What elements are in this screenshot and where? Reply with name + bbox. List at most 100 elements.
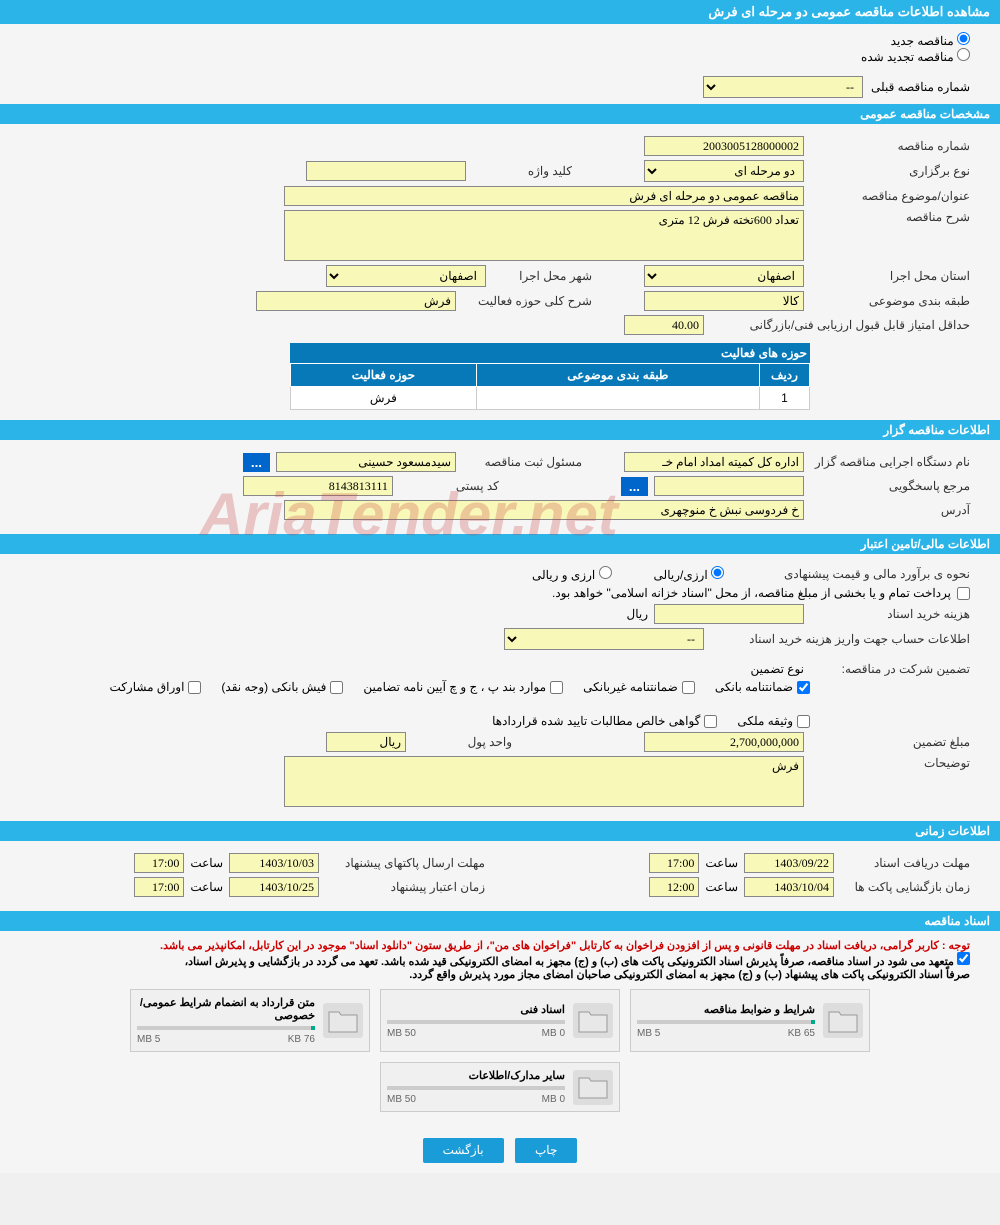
holding-type-select[interactable]: دو مرحله ای (644, 160, 804, 182)
col-row: ردیف (760, 364, 810, 387)
account-info-select[interactable]: -- (504, 628, 704, 650)
doc-note-1: متعهد می شود در اسناد مناقصه، صرفاً پذیر… (30, 952, 970, 968)
tender-number-label: شماره مناقصه (810, 139, 970, 153)
address-input[interactable] (284, 500, 804, 520)
submit-time-label: ساعت (190, 856, 223, 870)
radio-renewed-tender[interactable]: مناقصه تجدید شده (861, 50, 970, 64)
folder-icon (573, 1070, 613, 1105)
activity-scope-input[interactable] (256, 291, 456, 311)
radio-renewed-input[interactable] (957, 48, 970, 61)
doc-note-1-text: متعهد می شود در اسناد مناقصه، صرفاً پذیر… (185, 956, 954, 968)
validity-date[interactable] (229, 877, 319, 897)
radio-fx-label: ارزی/ریالی (654, 568, 708, 582)
commitment-checkbox[interactable] (957, 952, 970, 965)
guarantee-unit-input[interactable] (326, 732, 406, 752)
cell-row: 1 (760, 387, 810, 410)
response-ref-lookup-button[interactable]: ... (621, 477, 648, 496)
section-tenderer-header: اطلاعات مناقصه گزار (0, 420, 1000, 440)
postal-code-label: کد پستی (399, 479, 499, 493)
city-select[interactable]: اصفهان (326, 265, 486, 287)
guarantee-checkbox-1[interactable] (682, 681, 695, 694)
radio-new-input[interactable] (957, 32, 970, 45)
doc-box-2[interactable]: متن قرارداد به انضمام شرایط عمومی/خصوصی7… (130, 989, 370, 1052)
postal-code-input[interactable] (243, 476, 393, 496)
address-label: آدرس (810, 503, 970, 517)
radio-fx[interactable]: ارزی/ریالی (654, 566, 724, 582)
radio-rial-input[interactable] (599, 566, 612, 579)
response-ref-input[interactable] (654, 476, 804, 496)
subject-class-label: طبقه بندی موضوعی (810, 294, 970, 308)
table-row: 1 فرش (291, 387, 810, 410)
guarantee-option-5[interactable]: وثیقه ملکی (737, 714, 810, 728)
province-label: استان محل اجرا (810, 269, 970, 283)
section-timing-header: اطلاعات زمانی (0, 821, 1000, 841)
doc-note-2: صرفاً اسناد الکترونیکی پاکت های پیشنهاد … (30, 968, 970, 981)
footer-buttons: چاپ بازگشت (0, 1128, 1000, 1173)
doc-fee-unit: ریال (626, 607, 648, 621)
guarantee-options: ضمانتنامه بانکی ضمانتنامه غیربانکی موارد ب… (30, 680, 970, 728)
guarantee-label-6: گواهی خالص مطالبات تایید شده قراردادها (492, 714, 700, 728)
section-general-header: مشخصات مناقصه عمومی (0, 104, 1000, 124)
prev-tender-select[interactable]: -- (703, 76, 863, 98)
print-button[interactable]: چاپ (515, 1138, 577, 1163)
treasury-checkbox[interactable] (957, 587, 970, 600)
title-label: عنوان/موضوع مناقصه (810, 189, 970, 203)
validity-time[interactable] (134, 877, 184, 897)
receive-deadline-date[interactable] (744, 853, 834, 873)
guarantee-label-2: موارد بند پ ، ج و چ آیین نامه تضامین (363, 680, 546, 694)
receive-deadline-label: مهلت دریافت اسناد (840, 856, 970, 870)
guarantee-label-4: اوراق مشارکت (109, 680, 184, 694)
doc-box-3[interactable]: سایر مدارک/اطلاعات0 MB50 MB (380, 1062, 620, 1112)
doc-used: 65 KB (788, 1028, 815, 1039)
doc-total: 50 MB (387, 1028, 416, 1039)
radio-fx-input[interactable] (711, 566, 724, 579)
guarantee-option-3[interactable]: فیش بانکی (وجه نقد) (221, 680, 343, 694)
account-info-label: اطلاعات حساب جهت واریز هزینه خرید اسناد (710, 632, 970, 646)
doc-used: 0 MB (542, 1028, 565, 1039)
radio-rial[interactable]: ارزی و ریالی (532, 566, 612, 582)
guarantee-label-3: فیش بانکی (وجه نقد) (221, 680, 326, 694)
doc-note-red: توجه : کاربر گرامی، دریافت اسناد در مهلت… (30, 939, 970, 952)
registrar-lookup-button[interactable]: ... (243, 453, 270, 472)
doc-title: شرایط و ضوابط مناقصه (637, 1003, 815, 1016)
receive-deadline-time[interactable] (649, 853, 699, 873)
guarantee-option-4[interactable]: اوراق مشارکت (109, 680, 201, 694)
org-name-input[interactable] (624, 452, 804, 472)
subject-class-input[interactable] (644, 291, 804, 311)
registrar-input[interactable] (276, 452, 456, 472)
submit-deadline-time[interactable] (134, 853, 184, 873)
page-title: مشاهده اطلاعات مناقصه عمومی دو مرحله ای … (0, 0, 1000, 24)
guarantee-checkbox-3[interactable] (330, 681, 343, 694)
title-input[interactable] (284, 186, 804, 206)
guarantee-checkbox-5[interactable] (797, 715, 810, 728)
description-textarea[interactable] (284, 210, 804, 261)
keyword-input[interactable] (306, 161, 466, 181)
submit-deadline-date[interactable] (229, 853, 319, 873)
guarantee-checkbox-0[interactable] (797, 681, 810, 694)
doc-box-1[interactable]: اسناد فنی0 MB50 MB (380, 989, 620, 1052)
guarantee-option-1[interactable]: ضمانتنامه غیربانکی (583, 680, 695, 694)
guarantee-option-6[interactable]: گواهی خالص مطالبات تایید شده قراردادها (492, 714, 717, 728)
tender-number-input[interactable] (644, 136, 804, 156)
province-select[interactable]: اصفهان (644, 265, 804, 287)
guarantee-option-2[interactable]: موارد بند پ ، ج و چ آیین نامه تضامین (363, 680, 563, 694)
guarantee-checkbox-2[interactable] (550, 681, 563, 694)
guarantee-checkbox-4[interactable] (188, 681, 201, 694)
guarantee-checkbox-6[interactable] (704, 715, 717, 728)
radio-rial-label: ارزی و ریالی (532, 568, 595, 582)
back-button[interactable]: بازگشت (423, 1138, 504, 1163)
col-scope: حوزه فعالیت (291, 364, 477, 387)
notes-textarea[interactable] (284, 756, 804, 807)
radio-new-label: مناقصه جدید (891, 34, 954, 48)
guarantee-label-5: وثیقه ملکی (737, 714, 793, 728)
guarantee-option-0[interactable]: ضمانتنامه بانکی (715, 680, 810, 694)
doc-box-0[interactable]: شرایط و ضوابط مناقصه65 KB5 MB (630, 989, 870, 1052)
opening-date[interactable] (744, 877, 834, 897)
radio-new-tender[interactable]: مناقصه جدید (891, 34, 970, 48)
guarantee-amount-label: مبلغ تضمین (810, 735, 970, 749)
guarantee-amount-input[interactable] (644, 732, 804, 752)
min-score-input[interactable] (624, 315, 704, 335)
doc-fee-input[interactable] (654, 604, 804, 624)
opening-time[interactable] (649, 877, 699, 897)
guarantee-type-label: نوع تضمین (751, 662, 804, 676)
